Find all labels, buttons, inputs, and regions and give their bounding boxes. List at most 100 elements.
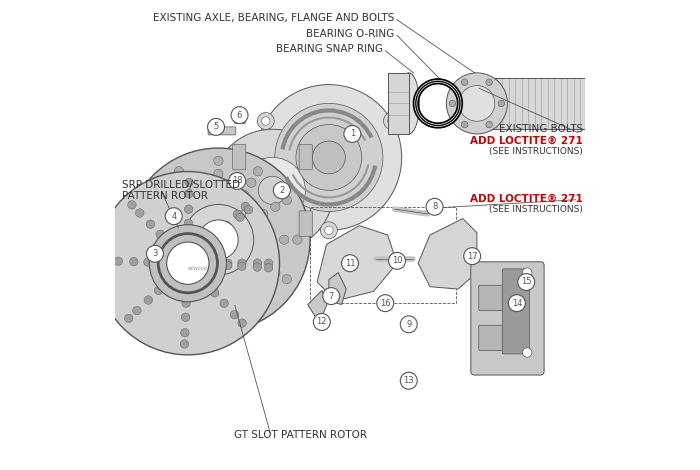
Circle shape: [214, 287, 223, 296]
Circle shape: [238, 259, 246, 267]
Text: EXISTING BOLTS: EXISTING BOLTS: [498, 124, 582, 134]
FancyBboxPatch shape: [479, 325, 504, 351]
Circle shape: [148, 235, 158, 244]
Circle shape: [258, 261, 268, 270]
Bar: [388, 73, 409, 134]
Circle shape: [323, 288, 339, 305]
Circle shape: [181, 329, 189, 337]
Circle shape: [314, 313, 330, 330]
Circle shape: [426, 198, 443, 215]
Circle shape: [165, 208, 182, 225]
Circle shape: [134, 235, 144, 244]
Circle shape: [169, 261, 178, 270]
Text: 18: 18: [232, 176, 242, 186]
Circle shape: [146, 196, 155, 205]
Circle shape: [463, 248, 481, 265]
Circle shape: [321, 222, 337, 239]
Circle shape: [253, 167, 262, 176]
Circle shape: [157, 268, 166, 277]
Circle shape: [223, 259, 232, 267]
Circle shape: [214, 314, 223, 323]
Circle shape: [174, 303, 183, 313]
FancyBboxPatch shape: [479, 285, 504, 311]
Text: 8: 8: [432, 202, 438, 212]
Circle shape: [136, 209, 144, 217]
Circle shape: [508, 295, 525, 312]
Text: 13: 13: [403, 376, 414, 385]
Circle shape: [498, 100, 505, 107]
Text: EXISTING AXLE, BEARING, FLANGE AND BOLTS: EXISTING AXLE, BEARING, FLANGE AND BOLTS: [153, 13, 395, 23]
Circle shape: [258, 209, 268, 219]
Text: 15: 15: [521, 277, 531, 287]
Circle shape: [522, 268, 532, 277]
Circle shape: [231, 107, 248, 124]
Circle shape: [522, 348, 532, 357]
Circle shape: [241, 202, 250, 211]
Circle shape: [223, 261, 232, 270]
Circle shape: [181, 292, 190, 301]
Text: BEARING SNAP RING: BEARING SNAP RING: [276, 44, 383, 55]
FancyBboxPatch shape: [232, 211, 246, 236]
Circle shape: [220, 299, 228, 307]
Circle shape: [224, 223, 232, 232]
Circle shape: [214, 156, 223, 165]
Circle shape: [127, 148, 310, 331]
Circle shape: [274, 182, 290, 199]
Text: 7: 7: [328, 291, 334, 301]
Circle shape: [96, 172, 279, 355]
Circle shape: [146, 274, 155, 284]
Circle shape: [258, 176, 286, 204]
Text: 17: 17: [467, 251, 477, 261]
Circle shape: [253, 303, 262, 313]
Circle shape: [169, 209, 178, 219]
Text: 4: 4: [171, 212, 176, 221]
Circle shape: [130, 258, 138, 266]
Circle shape: [133, 306, 141, 315]
Circle shape: [388, 117, 396, 125]
Circle shape: [344, 125, 360, 142]
Circle shape: [146, 245, 163, 262]
Circle shape: [208, 118, 225, 135]
Circle shape: [258, 113, 274, 129]
Circle shape: [265, 235, 275, 244]
FancyBboxPatch shape: [471, 262, 544, 375]
Bar: [486, 78, 585, 129]
Circle shape: [157, 202, 166, 212]
Text: (SEE INSTRUCTIONS): (SEE INSTRUCTIONS): [489, 147, 582, 157]
Circle shape: [253, 259, 262, 267]
Text: 3: 3: [153, 249, 158, 259]
Circle shape: [181, 178, 190, 188]
Circle shape: [518, 274, 535, 290]
Text: BEARING O-RING: BEARING O-RING: [307, 29, 395, 39]
FancyBboxPatch shape: [235, 119, 245, 124]
Circle shape: [265, 259, 273, 267]
Circle shape: [312, 141, 345, 174]
Circle shape: [214, 301, 223, 310]
Circle shape: [279, 235, 289, 244]
Circle shape: [184, 219, 192, 227]
Circle shape: [125, 314, 133, 322]
Text: wilwood: wilwood: [188, 266, 207, 271]
Circle shape: [162, 235, 172, 244]
Circle shape: [486, 121, 492, 128]
Text: SRP DRILLED/SLOTTED
PATTERN ROTOR: SRP DRILLED/SLOTTED PATTERN ROTOR: [122, 180, 240, 201]
Circle shape: [271, 268, 280, 277]
Text: 5: 5: [214, 122, 218, 132]
Polygon shape: [317, 226, 397, 301]
Circle shape: [389, 252, 405, 269]
Circle shape: [237, 262, 246, 271]
Circle shape: [211, 289, 219, 297]
Circle shape: [244, 205, 253, 214]
Circle shape: [144, 296, 153, 304]
Circle shape: [185, 189, 193, 198]
Circle shape: [400, 316, 417, 333]
Circle shape: [182, 299, 190, 307]
Circle shape: [342, 255, 358, 272]
Polygon shape: [329, 273, 346, 305]
Text: 14: 14: [512, 298, 522, 308]
Text: 6: 6: [237, 110, 242, 120]
Ellipse shape: [398, 73, 419, 134]
Circle shape: [486, 79, 492, 86]
Circle shape: [296, 125, 362, 190]
Text: ADD LOCTITE® 271: ADD LOCTITE® 271: [470, 136, 582, 146]
